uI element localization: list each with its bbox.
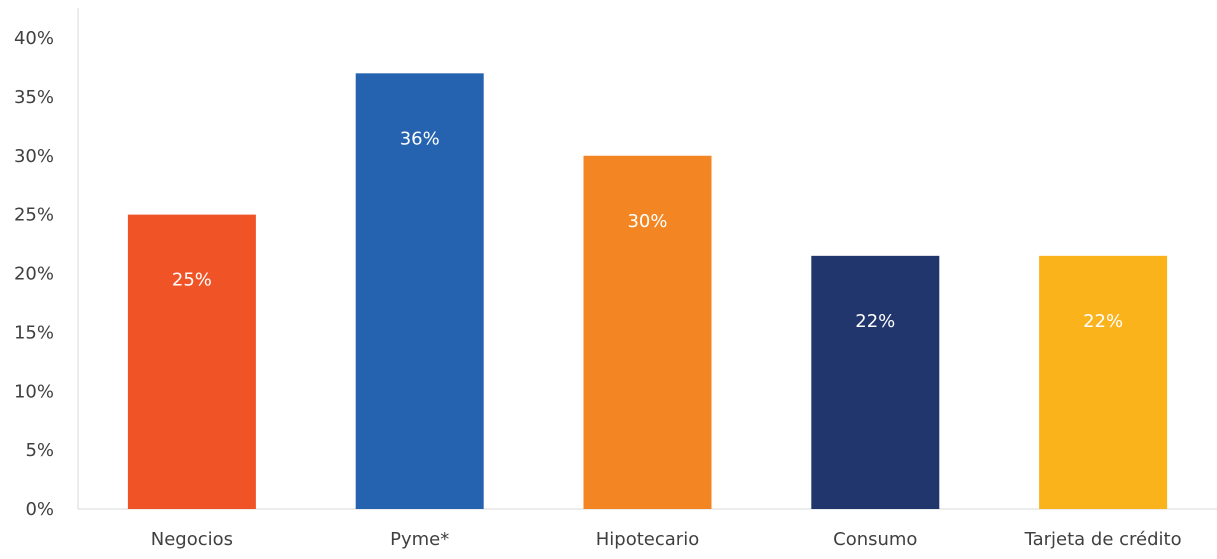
bars	[127, 73, 1168, 509]
bar	[355, 73, 484, 509]
y-tick-label: 35%	[14, 87, 54, 108]
category-label: Negocios	[151, 529, 233, 550]
data-labels: 25% 36% 30% 22% 22%	[172, 128, 1123, 332]
category-label: Hipotecario	[596, 529, 699, 550]
y-tick-label: 0%	[25, 499, 54, 520]
category-label: Tarjeta de crédito	[1024, 529, 1182, 550]
y-axis: 0% 5% 10% 15% 20% 25% 30% 35% 40%	[14, 8, 79, 520]
data-label: 36%	[400, 128, 440, 149]
data-label: 22%	[855, 311, 895, 332]
y-tick-label: 30%	[14, 146, 54, 167]
y-tick-label: 40%	[14, 28, 54, 49]
bar	[811, 255, 940, 509]
data-label: 22%	[1083, 311, 1123, 332]
category-label: Consumo	[833, 529, 917, 550]
y-tick-label: 15%	[14, 322, 54, 343]
data-label: 25%	[172, 270, 212, 291]
y-tick-label: 10%	[14, 381, 54, 402]
bar	[1039, 255, 1168, 509]
data-label: 30%	[627, 211, 667, 232]
y-tick-label: 5%	[25, 440, 54, 461]
category-label: Pyme*	[390, 529, 449, 550]
bar	[583, 155, 712, 509]
y-tick-label: 20%	[14, 264, 54, 285]
y-tick-label: 25%	[14, 205, 54, 226]
category-labels: Negocios Pyme* Hipotecario Consumo Tarjeta d…	[151, 529, 1182, 550]
bar	[127, 214, 256, 509]
